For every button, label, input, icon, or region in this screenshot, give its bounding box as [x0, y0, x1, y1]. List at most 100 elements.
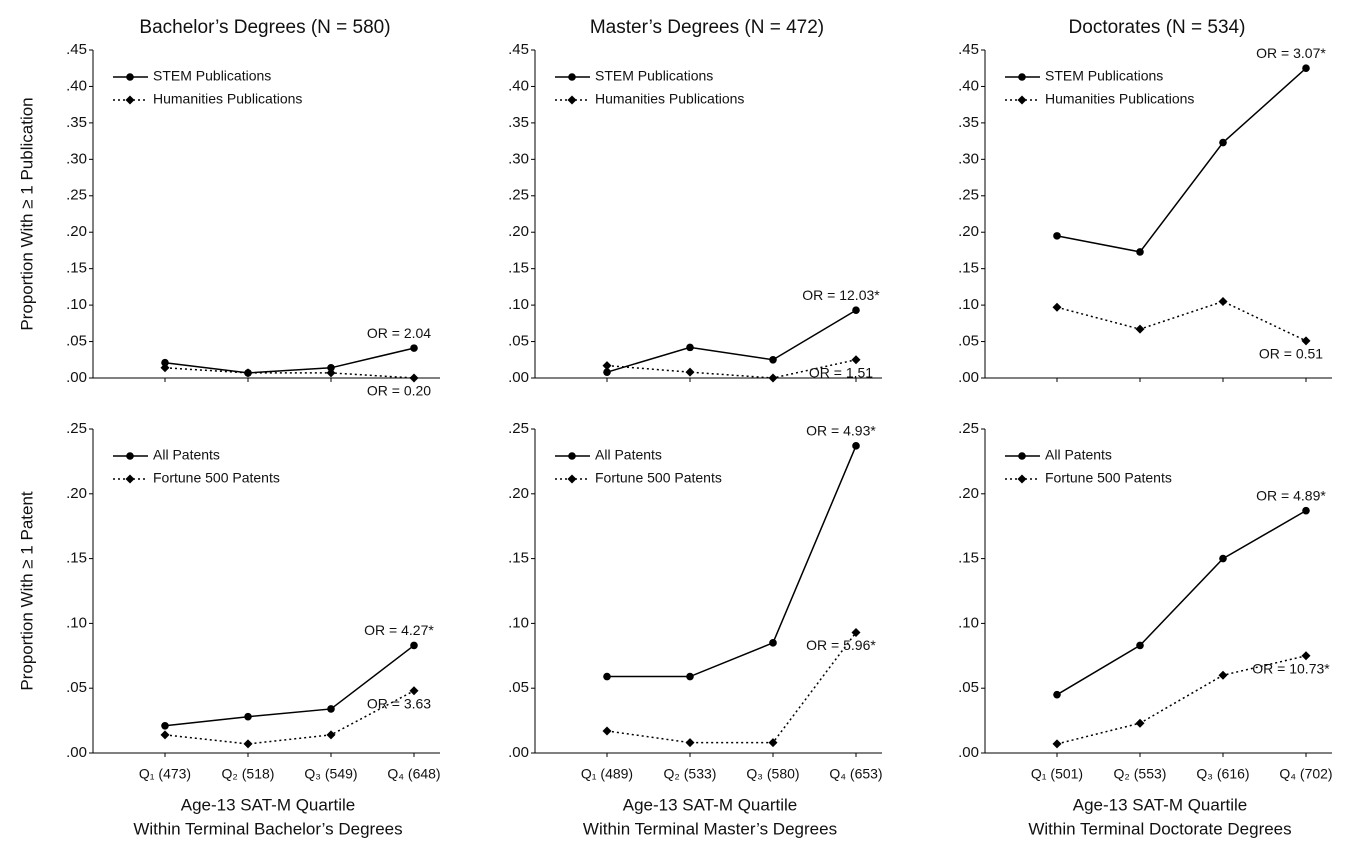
annotation: OR = 10.73* — [1252, 661, 1330, 677]
series-line — [607, 445, 857, 678]
y-tick-label: .30 — [508, 150, 529, 167]
annotation: OR = 1.51 — [809, 364, 873, 380]
y-tick-label: .15 — [508, 260, 529, 277]
legend-marker — [1018, 73, 1026, 81]
y-tick-label: .00 — [958, 369, 979, 386]
data-point — [409, 686, 419, 696]
data-point — [1135, 324, 1145, 334]
legend-label: STEM Publications — [1045, 68, 1163, 84]
y-tick-label: .10 — [958, 296, 979, 313]
y-tick-label: .40 — [66, 77, 87, 94]
data-point — [768, 373, 778, 383]
data-point — [852, 306, 860, 315]
x-tick-label: Q₂ (533) — [664, 766, 717, 782]
legend-marker — [125, 95, 135, 105]
series-line — [164, 367, 415, 379]
x-tick-label: Q₃ (580) — [746, 766, 799, 782]
y-axis-label: Proportion With ≥ 1 Patent — [17, 491, 36, 691]
data-point — [1053, 232, 1061, 240]
y-tick-label: .45 — [508, 41, 529, 58]
data-point — [1136, 248, 1144, 256]
data-point — [161, 358, 169, 367]
legend-marker — [568, 73, 576, 81]
series-line — [1056, 300, 1307, 342]
chart-title: Doctorates (N = 534) — [1069, 17, 1246, 38]
y-tick-label: .25 — [66, 420, 87, 437]
data-point — [1135, 718, 1145, 728]
data-point — [409, 373, 419, 383]
annotation: OR = 0.20 — [367, 383, 431, 399]
data-point — [1301, 651, 1311, 661]
y-tick-label: .00 — [508, 369, 529, 386]
y-tick-label: .25 — [66, 187, 87, 204]
x-tick-label: Q₃ (549) — [304, 766, 357, 782]
annotation: OR = 5.96* — [806, 637, 876, 653]
legend-label: STEM Publications — [595, 68, 713, 84]
data-point — [603, 672, 611, 681]
y-tick-label: .15 — [508, 550, 529, 567]
data-point — [1219, 138, 1227, 147]
series-line — [606, 309, 857, 373]
data-point — [685, 738, 695, 748]
y-tick-label: .05 — [66, 333, 87, 350]
y-tick-label: .15 — [958, 260, 979, 277]
x-tick-label: Q₁ (473) — [139, 766, 191, 782]
data-point — [602, 361, 612, 371]
data-point — [410, 641, 418, 650]
y-axis-label: Proportion With ≥ 1 Publication — [17, 97, 36, 330]
data-point — [603, 368, 611, 376]
data-point — [1053, 690, 1061, 699]
legend-label: All Patents — [1045, 447, 1112, 463]
annotation: OR = 4.27* — [364, 622, 434, 638]
series-line — [606, 632, 857, 744]
data-point — [769, 639, 777, 647]
y-tick-label: .35 — [66, 114, 87, 131]
y-tick-label: .40 — [958, 77, 979, 94]
data-point — [243, 368, 253, 378]
data-point — [1136, 641, 1144, 650]
x-axis-label: Within Terminal Doctorate Degrees — [1028, 819, 1291, 838]
series-line — [164, 644, 415, 727]
y-tick-label: .25 — [508, 420, 529, 437]
data-point — [1218, 670, 1228, 680]
data-point — [686, 672, 694, 681]
x-tick-label: Q₄ (648) — [387, 766, 440, 782]
data-point — [685, 367, 695, 377]
data-point — [851, 627, 861, 637]
y-tick-label: .05 — [958, 333, 979, 350]
annotation: OR = 4.93* — [806, 423, 876, 439]
legend-marker — [568, 452, 576, 460]
y-tick-label: .25 — [958, 187, 979, 204]
x-tick-label: Q₂ (518) — [222, 766, 275, 782]
x-tick-label: Q₂ (553) — [1114, 766, 1167, 782]
data-point — [686, 343, 694, 352]
y-tick-label: .10 — [66, 614, 87, 631]
legend-label: Humanities Publications — [595, 91, 744, 107]
legend-marker — [126, 452, 134, 460]
annotation: OR = 3.63 — [367, 695, 431, 711]
y-tick-label: .20 — [958, 223, 979, 240]
x-axis-label: Age-13 SAT-M Quartile — [623, 795, 797, 814]
data-point — [160, 730, 170, 740]
y-tick-label: .10 — [958, 614, 979, 631]
y-tick-label: .20 — [66, 485, 87, 502]
chart-title: Master’s Degrees (N = 472) — [590, 17, 824, 38]
y-tick-label: .05 — [66, 679, 87, 696]
annotation: OR = 4.89* — [1256, 487, 1326, 503]
series-line — [164, 347, 415, 374]
data-point — [1218, 296, 1228, 306]
x-tick-label: Q₄ (702) — [1279, 766, 1332, 782]
legend-label: Fortune 500 Patents — [153, 470, 280, 486]
chart-title: Bachelor’s Degrees (N = 580) — [139, 17, 390, 38]
data-point — [327, 363, 335, 372]
y-tick-label: .20 — [508, 223, 529, 240]
y-tick-label: .15 — [958, 550, 979, 567]
x-tick-label: Q₄ (653) — [829, 766, 882, 782]
data-point — [1301, 336, 1311, 346]
y-tick-label: .00 — [508, 744, 529, 761]
y-tick-label: .45 — [958, 41, 979, 58]
y-tick-label: .10 — [508, 296, 529, 313]
x-axis-label: Age-13 SAT-M Quartile — [181, 795, 355, 814]
annotation: OR = 0.51 — [1259, 346, 1323, 362]
y-tick-label: .10 — [66, 296, 87, 313]
